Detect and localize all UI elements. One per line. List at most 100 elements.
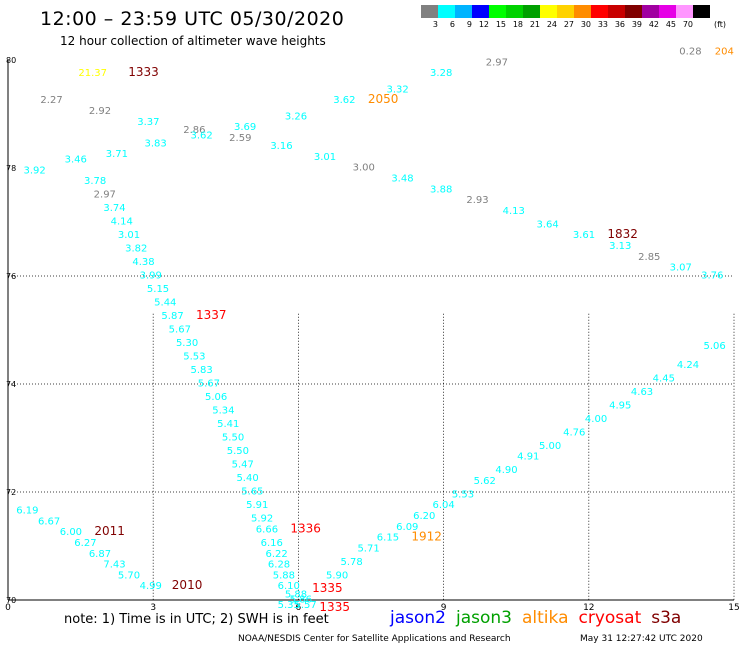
legend-label: 33 <box>597 20 608 29</box>
wave-height-label: 2.97 <box>94 190 116 201</box>
wave-height-label: 6.15 <box>377 533 399 544</box>
wave-height-label: 3.92 <box>23 165 45 176</box>
wave-height-label: 2.93 <box>466 195 488 206</box>
legend-labels: 3 6 9 12 15 18 21 24 27 30 33 36 39 42 45 70 (ft) <box>421 20 726 29</box>
wave-height-label: 3.71 <box>106 149 128 160</box>
wave-height-label: 5.57 <box>295 600 317 611</box>
wave-height-label: 3.48 <box>391 174 413 185</box>
wave-height-label: 5.50 <box>222 433 244 444</box>
wave-height-label: 3.01 <box>314 152 336 163</box>
legend-swatch <box>421 5 438 18</box>
wave-height-label: 6.66 <box>256 525 278 536</box>
y-tick-label: 70 <box>6 596 16 605</box>
wave-height-label: 6.20 <box>413 511 435 522</box>
wave-height-label: 5.44 <box>154 298 176 309</box>
legend-label: 70 <box>682 20 693 29</box>
wave-height-label: 2.27 <box>40 95 62 106</box>
wave-height-label: 3.78 <box>84 176 106 187</box>
wave-height-label: 5.88 <box>285 589 307 600</box>
y-tick-label: 80 <box>6 56 16 65</box>
pass-time-label: 2010 <box>172 578 203 592</box>
legend-label: 45 <box>665 20 676 29</box>
legend-label: 9 <box>466 20 472 29</box>
wave-height-label: 3.46 <box>65 155 87 166</box>
x-tick-label: 0 <box>5 603 11 613</box>
satellite-legend: jason2 jason3 altika cryosat s3a <box>390 608 691 628</box>
legend-label: 3 <box>432 20 438 29</box>
x-tick-label: 9 <box>441 603 447 613</box>
wave-height-label: 5.67 <box>169 325 191 336</box>
wave-height-label: 3.07 <box>670 263 692 274</box>
wave-height-label: 5.06 <box>205 392 227 403</box>
y-tick-label: 78 <box>6 164 16 173</box>
wave-height-label: 3.74 <box>103 203 125 214</box>
legend-swatch <box>438 5 455 18</box>
wave-height-label: 3.26 <box>285 111 307 122</box>
legend-swatch <box>642 5 659 18</box>
x-tick-label: 6 <box>296 603 302 613</box>
pass-time-label: 1337 <box>196 308 227 322</box>
wave-height-label: 6.19 <box>16 506 38 517</box>
wave-height-label: 6.16 <box>261 538 283 549</box>
wave-height-label: 6.27 <box>74 538 96 549</box>
wave-height-label: 3.62 <box>190 130 212 141</box>
wave-height-label: 3.37 <box>137 117 159 128</box>
wave-height-label: 3.76 <box>701 271 723 282</box>
legend-label: 36 <box>614 20 625 29</box>
wave-height-label: 3.82 <box>125 244 147 255</box>
legend-swatch <box>693 5 710 18</box>
wave-height-label: 3.28 <box>430 68 452 79</box>
legend-label: 39 <box>631 20 642 29</box>
pass-time-label: 2050 <box>368 92 399 106</box>
wave-height-label: 3.00 <box>353 163 375 174</box>
wave-height-label: 5.70 <box>118 570 140 581</box>
wave-height-label: 6.04 <box>432 500 454 511</box>
wave-height-label: 4.38 <box>132 257 154 268</box>
wave-height-label: 3.88 <box>430 184 452 195</box>
wave-height-label: 3.01 <box>118 230 140 241</box>
legend-swatch <box>557 5 574 18</box>
wave-height-label: 5.34 <box>212 406 234 417</box>
wave-height-label: 5.92 <box>251 514 273 525</box>
wave-height-label: 5.47 <box>232 460 254 471</box>
wave-height-label: 5.67 <box>198 379 220 390</box>
legend-swatch <box>489 5 506 18</box>
legend-swatch <box>472 5 489 18</box>
satellite-jason2: jason2 <box>390 608 446 628</box>
legend-label: 42 <box>648 20 659 29</box>
wave-height-label: 3.61 <box>573 230 595 241</box>
wave-height-label: 0.28 <box>679 47 701 58</box>
wave-height-label: 3.32 <box>386 84 408 95</box>
wave-height-label: 5.40 <box>236 473 258 484</box>
wave-height-label: 3.62 <box>333 95 355 106</box>
wave-height-label: 2.92 <box>89 106 111 117</box>
pass-time-label: 1832 <box>607 227 638 241</box>
wave-height-label: 6.87 <box>89 549 111 560</box>
footer-timestamp: May 31 12:27:42 UTC 2020 <box>580 634 703 644</box>
footer-note: note: 1) Time is in UTC; 2) SWH is in fe… <box>64 612 329 627</box>
x-tick-label: 3 <box>150 603 156 613</box>
legend-swatch <box>625 5 642 18</box>
legend-label: 21 <box>529 20 540 29</box>
wave-height-label: 5.15 <box>147 284 169 295</box>
legend-swatch <box>523 5 540 18</box>
map-title: 12:00 – 23:59 UTC 05/30/2020 <box>40 8 345 30</box>
wave-height-label: 5.87 <box>161 311 183 322</box>
legend-swatch <box>574 5 591 18</box>
wave-height-label: 4.45 <box>653 373 675 384</box>
wave-height-label: 7.43 <box>103 560 125 571</box>
wave-height-label: 5.53 <box>452 489 474 500</box>
wave-height-label: 6.10 <box>278 581 300 592</box>
y-tick-label: 76 <box>6 272 16 281</box>
wave-height-label: 2.85 <box>638 252 660 263</box>
wave-height-label: 5.53 <box>183 352 205 363</box>
wave-height-label: 5.00 <box>539 441 561 452</box>
legend-swatch <box>608 5 625 18</box>
wave-height-label: 6.28 <box>268 560 290 571</box>
y-tick-label: 72 <box>6 488 16 497</box>
legend-label: 15 <box>495 20 506 29</box>
wave-height-label: 4.14 <box>111 217 133 228</box>
wave-height-label: 4.76 <box>563 427 585 438</box>
wave-height-label: 5.41 <box>217 419 239 430</box>
